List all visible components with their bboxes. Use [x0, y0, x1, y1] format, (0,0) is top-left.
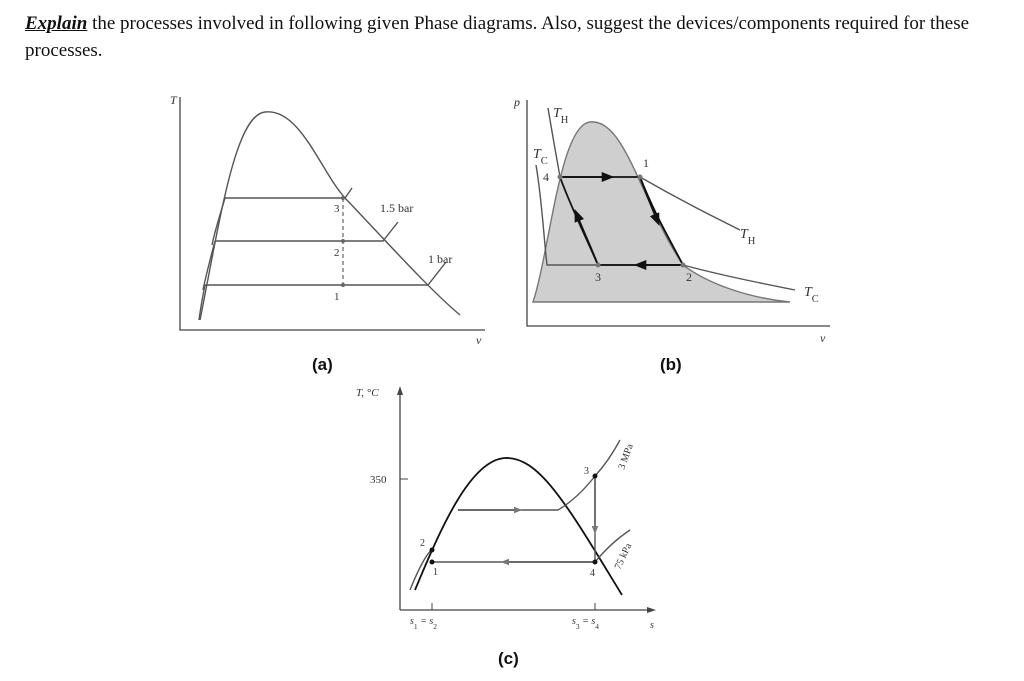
state-label: 2 [420, 538, 425, 549]
diagram-a [179, 97, 485, 331]
subscript: H [561, 115, 569, 126]
symbol: s [410, 616, 414, 627]
state-label: 4 [590, 568, 595, 579]
pressure-label: 75 kPa [613, 541, 635, 571]
state-label: 3 [584, 466, 589, 477]
symbol: T [804, 285, 813, 300]
axis-label: p [513, 95, 520, 109]
question: Explain the processes involved in follow… [25, 10, 985, 64]
subscript: C [541, 156, 548, 167]
caption: (c) [498, 649, 519, 668]
pressure-label: 3 MPa [616, 442, 636, 471]
question-emphasis: Explain [25, 13, 88, 34]
axis-label: v [476, 333, 482, 347]
subscript: 1 [414, 622, 418, 631]
state-label: 1 [643, 156, 649, 170]
isotherm-label: TH [553, 106, 569, 126]
symbol: T [533, 147, 542, 162]
symbol: T [553, 106, 562, 121]
subscript: H [748, 236, 756, 247]
axis-label: s [650, 620, 654, 631]
pressure-label: 1 bar [428, 252, 452, 266]
subscript: C [812, 294, 819, 305]
diagram-b [526, 100, 830, 327]
symbol: s [572, 616, 576, 627]
caption: (a) [312, 355, 333, 374]
symbol: = s [418, 616, 434, 627]
subscript: 2 [433, 622, 437, 631]
isotherm-label: TC [533, 147, 548, 167]
subscript: 3 [576, 622, 580, 631]
caption: (b) [660, 355, 682, 374]
entropy-label: s1 = s2 [410, 616, 437, 631]
entropy-label: s3 = s4 [572, 616, 599, 631]
state-label: 1 [334, 291, 340, 303]
symbol: = s [580, 616, 596, 627]
state-label: 3 [595, 270, 601, 284]
symbol: T [740, 227, 749, 242]
axis-label: v [820, 331, 826, 345]
axis-label: T, °C [356, 387, 379, 399]
state-label: 1 [433, 567, 438, 578]
isotherm-label: TH [740, 227, 756, 247]
tick-label: 350 [370, 474, 387, 486]
subscript: 4 [595, 622, 599, 631]
state-label: 4 [543, 170, 549, 184]
question-text: the processes involved in following give… [25, 13, 970, 61]
pressure-label: 1.5 bar [380, 201, 413, 215]
state-label: 2 [686, 270, 692, 284]
isotherm-label: TC [804, 285, 819, 305]
state-label: 2 [334, 247, 340, 259]
diagram-c [397, 386, 656, 613]
state-label: 3 [334, 203, 340, 215]
axis-label: T [170, 93, 178, 107]
